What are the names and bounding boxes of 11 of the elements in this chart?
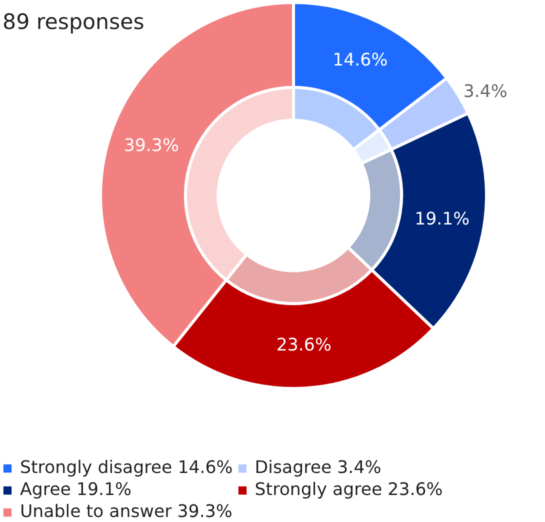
data-label: 19.1%	[414, 210, 470, 230]
chart-title: 89 responses	[2, 10, 144, 35]
data-label: 3.4%	[463, 82, 508, 102]
legend-label: Strongly disagree 14.6%	[20, 458, 233, 478]
data-label: 23.6%	[276, 336, 332, 356]
legend-label: Agree 19.1%	[20, 480, 132, 500]
data-label: 14.6%	[332, 50, 388, 71]
data-label: 39.3%	[124, 136, 179, 156]
legend-label: Unable to answer 39.3%	[20, 502, 232, 522]
legend-label: Disagree 3.4%	[254, 458, 382, 478]
legend-label: Strongly agree 23.6%	[254, 480, 443, 500]
